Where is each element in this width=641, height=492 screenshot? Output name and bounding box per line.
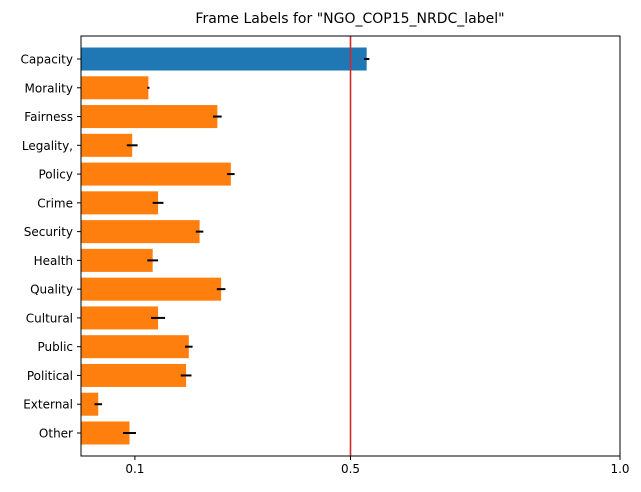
x-tick-label-1.0: 1.0 <box>610 462 629 476</box>
bar-cultural <box>81 306 159 330</box>
bar-other <box>81 421 130 445</box>
y-tick-label-capacity: Capacity <box>21 53 73 67</box>
bar-capacity <box>81 47 367 71</box>
y-tick-label-health: Health <box>34 254 73 268</box>
bar-quality <box>81 277 222 301</box>
y-tick-label-cultural: Cultural <box>26 311 73 325</box>
x-tick-label-0.1: 0.1 <box>125 462 144 476</box>
bar-fairness <box>81 105 218 129</box>
bar-legality <box>81 133 133 157</box>
bar-health <box>81 248 153 272</box>
y-tick-label-security: Security <box>24 225 73 239</box>
y-tick-label-fairness: Fairness <box>24 110 73 124</box>
y-tick-label-political: Political <box>27 369 73 383</box>
bar-external <box>81 392 99 416</box>
x-tick-label-0.5: 0.5 <box>341 462 360 476</box>
y-tick-label-public: Public <box>37 340 73 354</box>
bar-security <box>81 220 200 244</box>
y-tick-label-legality: Legality, <box>22 139 73 153</box>
y-tick-label-quality: Quality <box>30 283 73 297</box>
y-tick-label-external: External <box>23 398 73 412</box>
y-tick-label-policy: Policy <box>38 168 73 182</box>
bar-political <box>81 363 187 387</box>
y-tick-label-crime: Crime <box>37 196 73 210</box>
bar-morality <box>81 76 149 100</box>
y-tick-label-other: Other <box>39 426 73 440</box>
bar-public <box>81 335 189 359</box>
chart-title: Frame Labels for "NGO_COP15_NRDC_label" <box>195 11 504 27</box>
y-tick-label-morality: Morality <box>25 81 73 95</box>
bar-crime <box>81 191 159 215</box>
bar-policy <box>81 162 231 186</box>
